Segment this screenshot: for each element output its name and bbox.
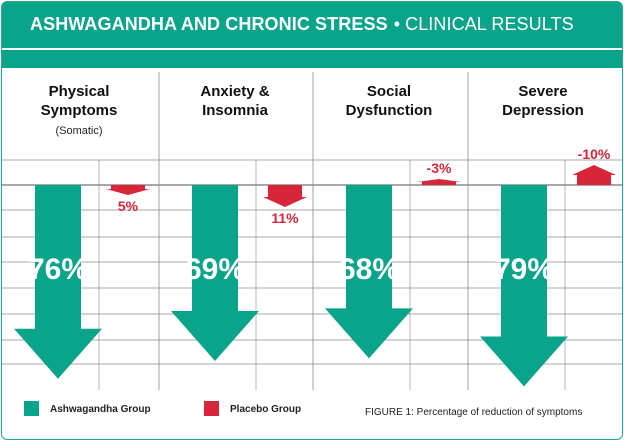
title-bar: ASHWAGANDHA AND CHRONIC STRESS • CLINICA… xyxy=(2,2,622,46)
title-separator: • xyxy=(393,13,401,34)
column-subtitle-physical: (Somatic) xyxy=(55,125,103,137)
label-ashwagandha-physical: 76% xyxy=(28,253,88,286)
bar-placebo-social xyxy=(417,179,461,185)
legend-label-ashwagandha: Ashwagandha Group xyxy=(50,404,151,415)
bar-placebo-anxiety xyxy=(263,185,307,207)
label-placebo-anxiety: 11% xyxy=(271,210,299,226)
column-title-anxiety: Anxiety & Insomnia xyxy=(200,83,270,119)
bar-ashwagandha-anxiety xyxy=(171,185,259,361)
label-ashwagandha-depression: 79% xyxy=(494,253,554,286)
title-sub: CLINICAL RESULTS xyxy=(405,13,574,34)
label-placebo-depression: -10% xyxy=(578,146,611,162)
legend-swatch-placebo xyxy=(204,401,219,416)
legend-swatch-ashwagandha xyxy=(24,401,39,416)
column-title-depression: Severe Depression xyxy=(502,83,584,119)
label-placebo-social: -3% xyxy=(427,160,452,176)
column-title-physical: Physical Symptoms xyxy=(40,83,118,119)
bar-ashwagandha-physical xyxy=(14,185,102,379)
bar-placebo-depression xyxy=(572,165,616,185)
title-strip xyxy=(2,46,622,68)
legend: Ashwagandha Group Placebo Group xyxy=(2,394,622,439)
bar-ashwagandha-depression xyxy=(480,185,568,387)
figure-caption: FIGURE 1: Percentage of reduction of sym… xyxy=(365,407,583,418)
legend-label-placebo: Placebo Group xyxy=(230,404,302,415)
chart-plot: 76% 5% 69% 11% 68% -3% 79% -10% xyxy=(2,46,622,390)
label-ashwagandha-social: 68% xyxy=(339,253,399,286)
chart-title: ASHWAGANDHA AND CHRONIC STRESS • CLINICA… xyxy=(30,2,574,46)
title-main: ASHWAGANDHA AND CHRONIC STRESS xyxy=(30,13,388,34)
label-ashwagandha-anxiety: 69% xyxy=(185,253,245,286)
bar-ashwagandha-social xyxy=(325,185,413,359)
label-placebo-physical: 5% xyxy=(118,198,139,214)
column-title-social: Social Dysfunction xyxy=(345,83,433,119)
bar-placebo-physical xyxy=(106,185,150,195)
